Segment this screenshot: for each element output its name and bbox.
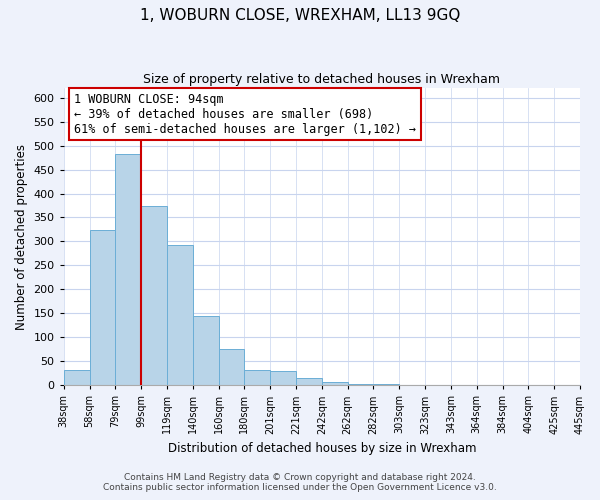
Bar <box>296 378 322 386</box>
Bar <box>89 230 115 386</box>
Text: 1, WOBURN CLOSE, WREXHAM, LL13 9GQ: 1, WOBURN CLOSE, WREXHAM, LL13 9GQ <box>140 8 460 22</box>
Bar <box>115 154 141 386</box>
Bar <box>141 206 167 386</box>
Y-axis label: Number of detached properties: Number of detached properties <box>15 144 28 330</box>
Bar <box>270 372 296 386</box>
Bar <box>167 245 193 386</box>
Bar <box>322 382 347 386</box>
Bar <box>347 384 373 386</box>
Bar <box>218 350 244 386</box>
Bar <box>64 370 89 386</box>
Bar <box>244 370 270 386</box>
Bar <box>193 316 218 386</box>
X-axis label: Distribution of detached houses by size in Wrexham: Distribution of detached houses by size … <box>167 442 476 455</box>
Text: 1 WOBURN CLOSE: 94sqm
← 39% of detached houses are smaller (698)
61% of semi-det: 1 WOBURN CLOSE: 94sqm ← 39% of detached … <box>74 92 416 136</box>
Title: Size of property relative to detached houses in Wrexham: Size of property relative to detached ho… <box>143 72 500 86</box>
Text: Contains HM Land Registry data © Crown copyright and database right 2024.
Contai: Contains HM Land Registry data © Crown c… <box>103 473 497 492</box>
Bar <box>373 384 399 386</box>
